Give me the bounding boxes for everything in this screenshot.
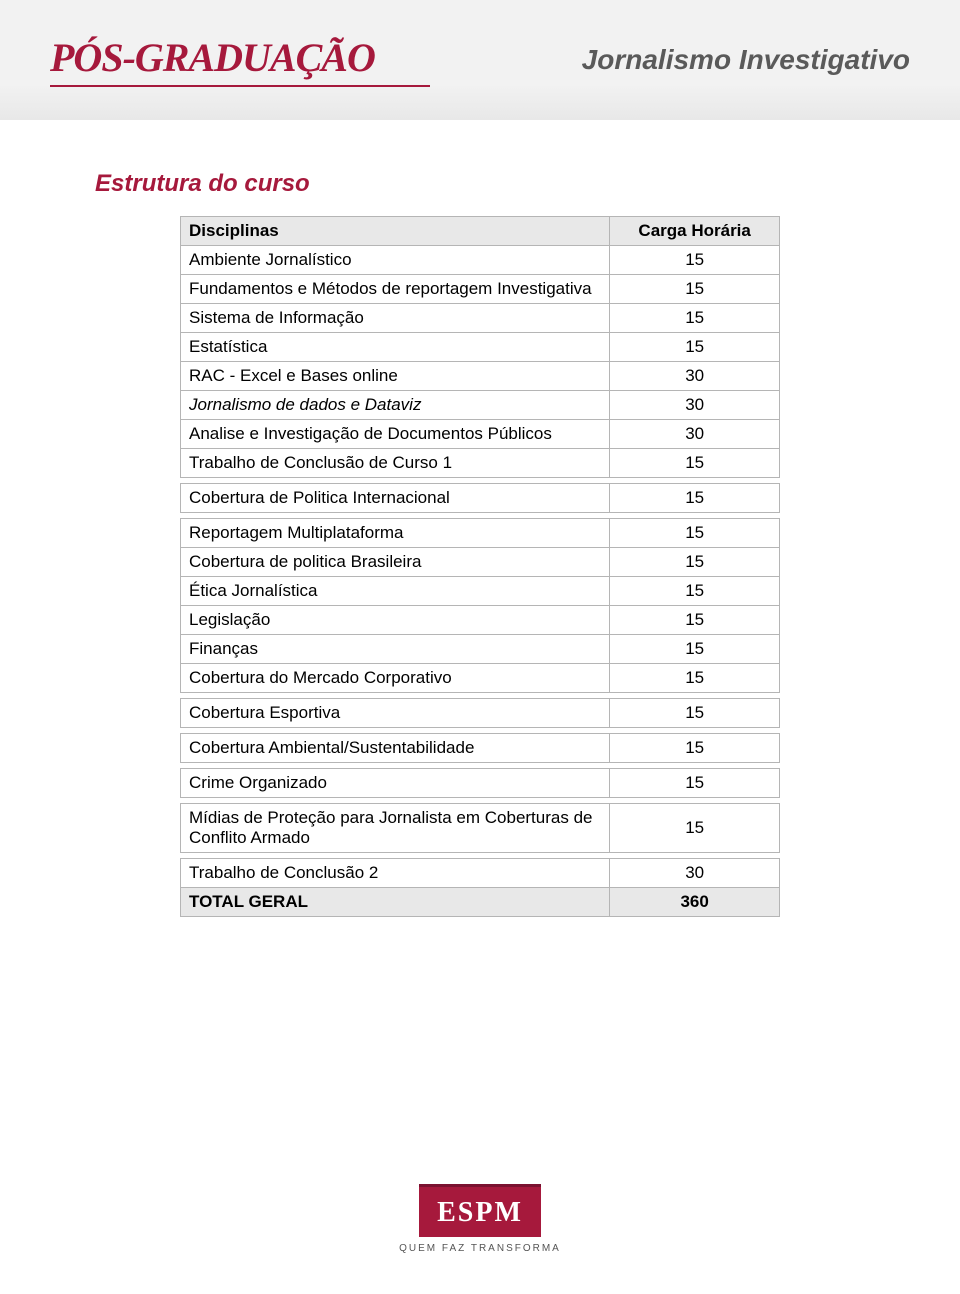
table-row: RAC - Excel e Bases online30 [181,362,780,391]
header-inner: PÓS-GRADUAÇÃO Jornalismo Investigativo [0,0,960,120]
section-heading: Estrutura do curso [95,170,865,198]
table-row: Analise e Investigação de Documentos Púb… [181,420,780,449]
table-row: Jornalismo de dados e Dataviz30 [181,391,780,420]
table-row: TOTAL GERAL360 [181,888,780,917]
table-row: Trabalho de Conclusão de Curso 115 [181,449,780,478]
cell-discipline: Legislação [181,606,610,635]
table-header-row: Disciplinas Carga Horária [181,217,780,246]
table-row: Cobertura Ambiental/Sustentabilidade15 [181,734,780,763]
cell-discipline: Mídias de Proteção para Jornalista em Co… [181,804,610,853]
table-row: Fundamentos e Métodos de reportagem Inve… [181,275,780,304]
header-band: PÓS-GRADUAÇÃO Jornalismo Investigativo [0,0,960,120]
cell-hours: 360 [610,888,780,917]
table-row: Cobertura de politica Brasileira15 [181,548,780,577]
table-row: Ética Jornalística15 [181,577,780,606]
cell-hours: 30 [610,391,780,420]
footer: ESPM QUEM FAZ TRANSFORMA [0,1184,960,1254]
cell-hours: 15 [610,635,780,664]
logo-block: PÓS-GRADUAÇÃO [50,34,430,87]
table-row: Cobertura de Politica Internacional15 [181,484,780,513]
cell-hours: 15 [610,699,780,728]
cell-hours: 15 [610,734,780,763]
cell-hours: 15 [610,804,780,853]
cell-hours: 15 [610,304,780,333]
cell-discipline: Cobertura de Politica Internacional [181,484,610,513]
table-row: Estatística15 [181,333,780,362]
footer-tagline: QUEM FAZ TRANSFORMA [0,1243,960,1254]
cell-discipline: Ambiente Jornalístico [181,246,610,275]
cell-discipline: Fundamentos e Métodos de reportagem Inve… [181,275,610,304]
table-row: Trabalho de Conclusão 230 [181,859,780,888]
cell-discipline: Finanças [181,635,610,664]
col-header-disciplinas: Disciplinas [181,217,610,246]
cell-discipline: Sistema de Informação [181,304,610,333]
cell-discipline: Ética Jornalística [181,577,610,606]
table-row: Crime Organizado15 [181,769,780,798]
cell-hours: 15 [610,577,780,606]
table-row: Cobertura do Mercado Corporativo15 [181,664,780,693]
cell-discipline: Trabalho de Conclusão de Curso 1 [181,449,610,478]
cell-hours: 15 [610,275,780,304]
table-row: Sistema de Informação15 [181,304,780,333]
cell-hours: 30 [610,859,780,888]
table-row: Ambiente Jornalístico15 [181,246,780,275]
cell-hours: 15 [610,519,780,548]
col-header-carga: Carga Horária [610,217,780,246]
cell-hours: 30 [610,420,780,449]
cell-hours: 15 [610,246,780,275]
cell-discipline: Cobertura do Mercado Corporativo [181,664,610,693]
table-row: Cobertura Esportiva15 [181,699,780,728]
cell-discipline: TOTAL GERAL [181,888,610,917]
cell-discipline: Reportagem Multiplataforma [181,519,610,548]
logo-text: PÓS-GRADUAÇÃO [50,34,430,81]
table-row: Reportagem Multiplataforma15 [181,519,780,548]
table-body: Ambiente Jornalístico15Fundamentos e Mét… [181,246,780,917]
table-row: Mídias de Proteção para Jornalista em Co… [181,804,780,853]
content-area: Estrutura do curso Disciplinas Carga Hor… [0,120,960,917]
cell-hours: 30 [610,362,780,391]
cell-discipline: Jornalismo de dados e Dataviz [181,391,610,420]
cell-discipline: RAC - Excel e Bases online [181,362,610,391]
cell-discipline: Cobertura de politica Brasileira [181,548,610,577]
cell-discipline: Cobertura Esportiva [181,699,610,728]
table-row: Legislação15 [181,606,780,635]
cell-discipline: Crime Organizado [181,769,610,798]
cell-hours: 15 [610,606,780,635]
page-title: Jornalismo Investigativo [430,44,920,76]
cell-hours: 15 [610,664,780,693]
cell-discipline: Analise e Investigação de Documentos Púb… [181,420,610,449]
cell-hours: 15 [610,333,780,362]
table-row: Finanças15 [181,635,780,664]
cell-hours: 15 [610,449,780,478]
cell-hours: 15 [610,548,780,577]
cell-discipline: Cobertura Ambiental/Sustentabilidade [181,734,610,763]
cell-hours: 15 [610,484,780,513]
cell-discipline: Trabalho de Conclusão 2 [181,859,610,888]
curriculum-table: Disciplinas Carga Horária Ambiente Jorna… [180,216,780,917]
footer-brand: ESPM [419,1184,541,1237]
cell-hours: 15 [610,769,780,798]
logo-underline [50,85,430,87]
cell-discipline: Estatística [181,333,610,362]
